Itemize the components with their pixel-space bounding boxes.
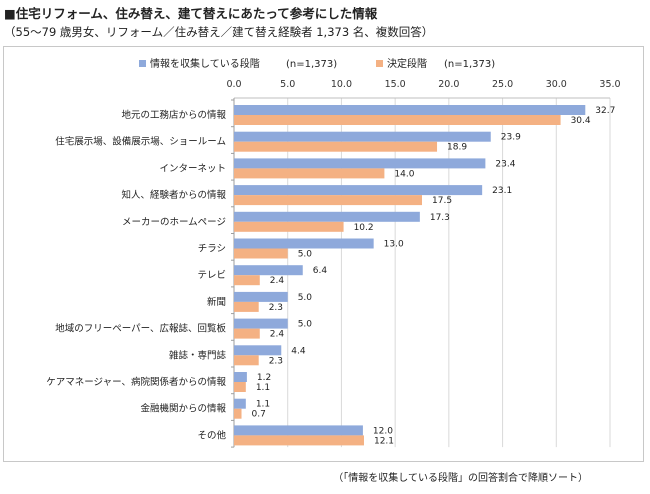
bar-collecting: [234, 238, 374, 249]
data-label-collecting: 4.4: [291, 346, 306, 356]
data-label-collecting: 17.3: [430, 213, 450, 223]
data-label-collecting: 23.4: [495, 159, 515, 169]
bar-collecting: [234, 265, 303, 276]
bar-deciding: [234, 168, 385, 179]
bar-collecting: [234, 318, 288, 329]
data-label-collecting: 23.1: [492, 186, 512, 196]
category-label: テレビ: [197, 270, 226, 281]
category-label: 雑誌・専門誌: [169, 349, 227, 361]
bar-deciding: [234, 435, 364, 446]
data-label-deciding: 30.4: [571, 116, 591, 126]
bar-deciding: [234, 382, 246, 392]
data-label-deciding: 12.1: [374, 436, 394, 446]
data-label-collecting: 6.4: [313, 266, 328, 276]
category-label: 地域のフリーペーパー、広報誌、回覧板: [55, 323, 226, 335]
data-label-collecting: 23.9: [501, 133, 521, 143]
category-label: 知人、経験者からの情報: [121, 189, 226, 201]
data-label-deciding: 5.0: [298, 250, 313, 260]
data-label-collecting: 1.1: [256, 400, 270, 410]
bar-deciding: [234, 195, 422, 206]
category-label: インターネット: [159, 163, 226, 174]
bar-collecting: [234, 211, 420, 222]
legend-swatch: [376, 60, 383, 67]
category-label: 住宅展示場、設備展示場、ショールーム: [55, 136, 226, 148]
data-label-collecting: 13.0: [384, 240, 404, 250]
bar-collecting: [234, 291, 288, 302]
category-label: 金融機関からの情報: [140, 403, 226, 415]
bar-deciding: [234, 221, 344, 232]
bar-collecting: [234, 372, 247, 382]
x-tick-label: 10.0: [331, 79, 352, 90]
bar-collecting: [234, 158, 486, 169]
footnote: （「情報を収集している段階」の回答割合で降順ソート）: [333, 473, 588, 484]
data-label-deciding: 1.1: [256, 383, 270, 393]
bar-collecting: [234, 345, 282, 356]
bar-collecting: [234, 105, 586, 115]
bar-deciding: [234, 115, 561, 125]
legend-n-label: (n=1,373): [286, 59, 337, 70]
bar-deciding: [234, 355, 259, 366]
bar-collecting: [234, 185, 483, 196]
x-tick-label: 30.0: [546, 79, 567, 90]
chart-frame: [3, 46, 644, 462]
data-label-collecting: 5.0: [298, 293, 313, 303]
x-tick-label: 15.0: [385, 79, 406, 90]
data-label-deciding: 2.4: [270, 276, 285, 286]
bar-deciding: [234, 408, 242, 419]
legend-label: 情報を収集している段階: [150, 57, 260, 70]
data-label-deciding: 2.3: [269, 303, 283, 313]
data-label-deciding: 2.4: [270, 330, 285, 340]
bar-deciding: [234, 275, 260, 286]
x-tick-label: 35.0: [599, 79, 620, 90]
legend-n-label: (n=1,373): [444, 59, 495, 70]
category-label: 新聞: [207, 296, 226, 308]
category-label: その他: [197, 429, 226, 441]
bar-deciding: [234, 141, 438, 152]
data-label-deciding: 10.2: [354, 223, 374, 233]
x-tick-label: 20.0: [438, 79, 459, 90]
legend-swatch: [139, 60, 146, 67]
bar-collecting: [234, 131, 491, 142]
x-tick-label: 0.0: [226, 79, 241, 90]
chart-title: ■住宅リフォーム、住み替え、建て替えにあたって参考にした情報: [4, 6, 378, 21]
data-label-collecting: 32.7: [595, 106, 615, 116]
data-label-deciding: 2.3: [269, 356, 283, 366]
category-label: メーカーのホームページ: [122, 217, 226, 228]
category-label: 地元の工務店からの情報: [121, 109, 226, 121]
x-tick-label: 5.0: [280, 79, 295, 90]
bar-collecting: [234, 425, 363, 436]
data-label-deciding: 18.9: [447, 143, 467, 153]
chart-subtitle: （55〜79 歳男女、リフォーム／住み替え／建て替え経験者 1,373 名、複数…: [4, 25, 434, 39]
bar-deciding: [234, 328, 260, 339]
data-label-deciding: 0.7: [252, 410, 266, 420]
data-label-deciding: 14.0: [394, 169, 414, 179]
bar-deciding: [234, 248, 288, 259]
category-label: チラシ: [198, 244, 226, 255]
data-label-collecting: 12.0: [373, 426, 393, 436]
bar-collecting: [234, 398, 246, 409]
data-label-collecting: 5.0: [298, 320, 313, 330]
x-tick-label: 25.0: [492, 79, 513, 90]
category-label: ケアマネージャー、病院関係者からの情報: [46, 376, 226, 388]
data-label-collecting: 1.2: [257, 373, 271, 383]
data-label-deciding: 17.5: [432, 196, 452, 206]
bar-deciding: [234, 301, 259, 312]
legend-label: 決定段階: [387, 57, 427, 70]
